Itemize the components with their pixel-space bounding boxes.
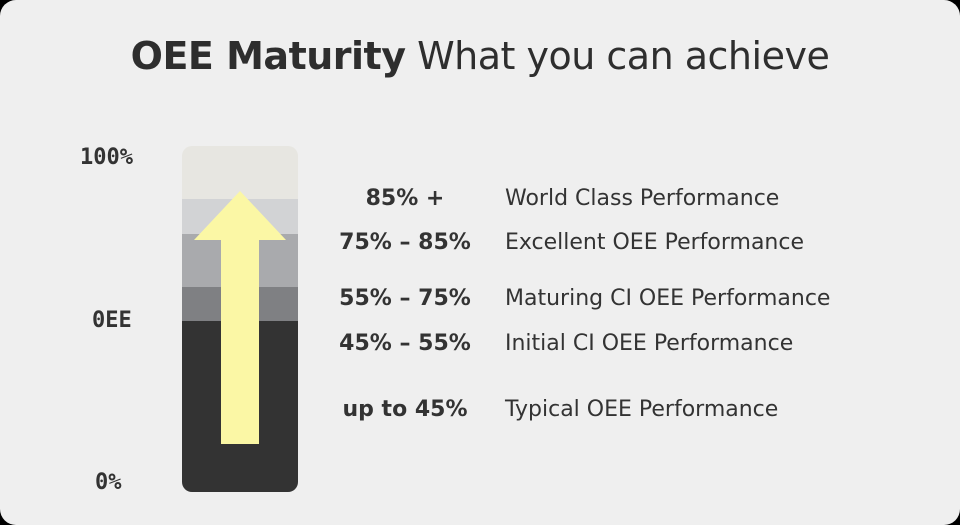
axis-label-top: 100%: [80, 145, 133, 170]
level-range: 75% – 85%: [339, 230, 471, 255]
level-label: Initial CI OEE Performance: [505, 331, 794, 356]
level-label: Excellent OEE Performance: [505, 230, 805, 255]
level-row-typical: up to 45% Typical OEE Performance: [330, 397, 930, 427]
axis-label-middle: 0EE: [92, 308, 132, 333]
arrow-up-icon: [194, 191, 286, 444]
band-world-class: [182, 146, 298, 199]
level-range: up to 45%: [342, 397, 468, 422]
level-row-world-class: 85% + World Class Performance: [330, 186, 930, 216]
level-label: World Class Performance: [505, 186, 780, 211]
level-range: 45% – 55%: [339, 331, 471, 356]
title-rest: What you can achieve: [417, 34, 830, 78]
level-range: 85% +: [365, 186, 445, 211]
axis-label-bottom: 0%: [95, 470, 122, 495]
title-bold: OEE Maturity: [130, 34, 406, 78]
level-row-maturing: 55% – 75% Maturing CI OEE Performance: [330, 286, 930, 316]
level-label: Typical OEE Performance: [505, 397, 779, 422]
level-row-initial: 45% – 55% Initial CI OEE Performance: [330, 331, 930, 361]
page-title: OEE Maturity What you can achieve: [0, 34, 960, 78]
level-label: Maturing CI OEE Performance: [505, 286, 831, 311]
level-row-excellent: 75% – 85% Excellent OEE Performance: [330, 230, 930, 260]
level-range: 55% – 75%: [339, 286, 471, 311]
